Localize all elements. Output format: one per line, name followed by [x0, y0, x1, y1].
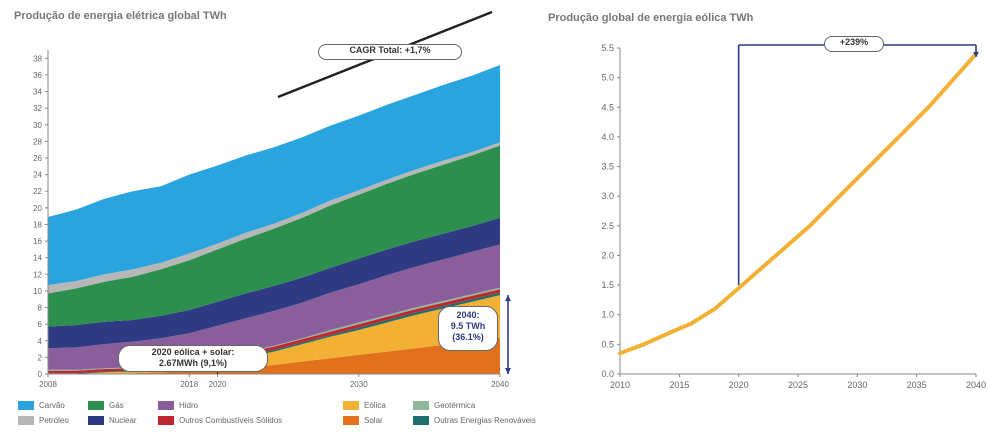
area-series-9	[48, 65, 500, 286]
legend-label: Carvão	[39, 401, 65, 410]
left-y-tick-label: 6	[38, 320, 43, 329]
legend-item: Geotérmica	[413, 401, 476, 411]
right-x-tick-label: 2010	[610, 380, 630, 390]
left-y-tick-label: 34	[33, 88, 42, 97]
right-x-tick-label: 2030	[847, 380, 867, 390]
right-y-tick-label: 2.0	[601, 250, 614, 260]
legend-label: Gás	[109, 401, 124, 410]
legend-swatch	[18, 401, 34, 411]
right-y-tick-label: 4.5	[601, 102, 614, 112]
right-x-tick-label: 2020	[729, 380, 749, 390]
legend-swatch	[158, 401, 174, 411]
growth-callout: +239%	[824, 36, 884, 52]
legend-swatch	[88, 401, 104, 411]
right-x-tick-label: 2025	[788, 380, 808, 390]
legend-label: Hidro	[179, 401, 199, 410]
left-y-tick-label: 4	[38, 337, 43, 346]
bracket-2040-arrow-top	[505, 295, 511, 302]
right-y-tick-label: 4.0	[601, 132, 614, 142]
left-x-tick-label: 2030	[350, 380, 368, 389]
legend-item: Outras Energias Renováveis	[413, 416, 536, 426]
legend-item: Outros Combustíveis Sólidos	[158, 416, 283, 426]
legend-swatch	[158, 416, 174, 426]
left-y-tick-label: 20	[33, 204, 42, 213]
right-y-tick-label: 2.5	[601, 221, 614, 231]
legend-label: Solar	[364, 416, 383, 425]
right-y-tick-label: 1.5	[601, 280, 614, 290]
growth-bracket-arrow	[973, 51, 979, 57]
wind-line	[618, 51, 978, 356]
legend-swatch	[343, 401, 359, 411]
legend-swatch	[18, 416, 34, 426]
right-y-tick-label: 0.5	[601, 339, 614, 349]
right-x-tick-label: 2015	[669, 380, 689, 390]
legend-label: Geotérmica	[434, 401, 476, 410]
legend-label: Outros Combustíveis Sólidos	[179, 416, 283, 425]
legend-label: Petróleo	[39, 416, 69, 425]
right-chart-title: Produção global de energia eólica TWh	[548, 12, 754, 24]
left-y-tick-label: 22	[33, 187, 42, 196]
legend-item: Nuclear	[88, 416, 137, 426]
left-y-tick-label: 12	[33, 270, 42, 279]
left-y-tick-label: 28	[33, 137, 42, 146]
left-y-tick-label: 16	[33, 237, 42, 246]
legend-label: Nuclear	[109, 416, 137, 425]
legend-swatch	[343, 416, 359, 426]
left-y-tick-label: 2	[38, 353, 43, 362]
legend-item: Eólica	[343, 401, 386, 411]
left-y-tick-label: 18	[33, 220, 42, 229]
right-x-tick-label: 2035	[907, 380, 927, 390]
left-y-tick-label: 14	[33, 254, 42, 263]
end-2040-callout: 2040: 9.5 TWh (36.1%)	[438, 306, 498, 351]
left-y-tick-label: 38	[33, 54, 42, 63]
left-x-tick-label: 2020	[209, 380, 227, 389]
left-chart-title: Produção de energia elétrica global TWh	[14, 10, 227, 22]
legend-label: Eólica	[364, 401, 386, 410]
area-series-7	[48, 145, 500, 327]
left-y-tick-label: 0	[38, 370, 43, 379]
left-x-tick-label: 2008	[39, 380, 57, 389]
legend-item: Solar	[343, 416, 383, 426]
legend-item: Hidro	[158, 401, 199, 411]
legend-swatch	[413, 416, 429, 426]
bracket-2040-arrow-bottom	[505, 368, 511, 374]
right-y-tick-label: 1.0	[601, 310, 614, 320]
right-y-tick-label: 3.5	[601, 162, 614, 172]
left-y-tick-label: 36	[33, 71, 42, 80]
legend-label: Outras Energias Renováveis	[434, 416, 536, 425]
legend-item: Petróleo	[18, 416, 69, 426]
right-x-tick-label: 2040	[966, 380, 986, 390]
area-series-6	[48, 217, 500, 349]
right-y-tick-label: 0.0	[601, 369, 614, 379]
legend-swatch	[413, 401, 429, 411]
left-y-tick-label: 30	[33, 121, 42, 130]
left-y-tick-label: 24	[33, 171, 42, 180]
left-y-tick-label: 8	[38, 304, 43, 313]
left-y-tick-label: 10	[33, 287, 42, 296]
area-series-5	[48, 244, 500, 370]
area-series-8	[48, 142, 500, 294]
left-x-tick-label: 2040	[491, 380, 509, 389]
right-y-tick-label: 3.0	[601, 191, 614, 201]
legend-swatch	[88, 416, 104, 426]
base-2020-callout: 2020 eólica + solar: 2.67MWh (9,1%)	[118, 345, 268, 372]
cagr-callout: CAGR Total: +1,7%	[318, 44, 462, 60]
legend-item: Carvão	[18, 401, 65, 411]
left-x-tick-label: 2018	[180, 380, 198, 389]
left-y-tick-label: 32	[33, 104, 42, 113]
right-y-tick-label: 5.0	[601, 73, 614, 83]
right-y-tick-label: 5.5	[601, 43, 614, 53]
left-y-tick-label: 26	[33, 154, 42, 163]
area-series-0	[48, 338, 500, 374]
legend-item: Gás	[88, 401, 124, 411]
area-series-1	[48, 295, 500, 374]
